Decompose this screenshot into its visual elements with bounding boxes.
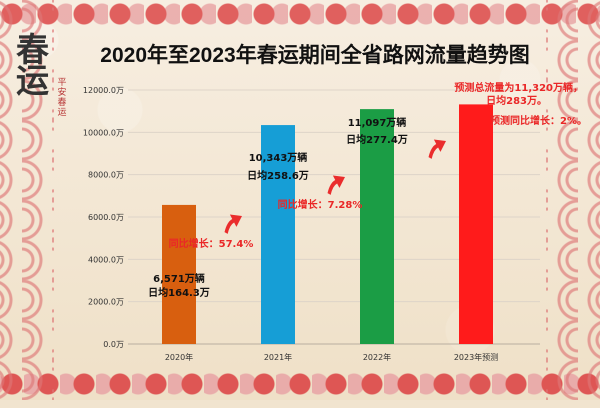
growth-arrow-1 <box>224 214 243 234</box>
forecast-total-label: 预测总流量为11,320万辆， <box>454 81 583 94</box>
y-axis-ticks: 0.0万 2000.0万 4000.0万 6000.0万 8000.0万 10000.0万… <box>83 86 124 349</box>
y-tick-label: 4000.0万 <box>88 255 124 264</box>
chart-title: 2020年至2023年春运期间全省路网流量趋势图 <box>100 44 530 67</box>
forecast-growth-label: 预测同比增长：2%。 <box>490 114 587 127</box>
bar-3-daily-label: 日均277.4万 <box>346 133 408 146</box>
bar-2 <box>261 125 295 344</box>
x-category-label: 2023年预测 <box>454 352 498 362</box>
y-tick-label: 0.0万 <box>103 340 124 349</box>
x-axis-labels: 2020年 2021年 2022年 2023年预测 <box>165 352 498 362</box>
y-tick-label: 8000.0万 <box>88 171 124 180</box>
y-tick-label: 6000.0万 <box>88 213 124 222</box>
bar-1 <box>162 204 196 344</box>
bar-1-total-label: 6,571万辆 <box>153 272 205 285</box>
annotations-group: 6,571万辆日均164.3万10,343万辆日均258.6万11,097万辆日… <box>148 81 587 299</box>
x-category-label: 2022年 <box>363 352 391 362</box>
logo-main-text: 春运 <box>16 30 49 100</box>
growth-2022-label: 同比增长：7.28% <box>278 198 363 211</box>
x-category-label: 2021年 <box>264 352 292 362</box>
x-category-label: 2020年 <box>165 352 193 362</box>
top-wave-pattern <box>0 0 600 26</box>
logo-seal-text: 平安春运 <box>57 78 67 118</box>
bar-4 <box>459 104 493 344</box>
growth-arrow-2 <box>327 175 346 195</box>
forecast-daily-label: 日均283万。 <box>486 94 547 107</box>
y-tick-label: 12000.0万 <box>83 86 124 95</box>
bar-3-total-label: 11,097万辆 <box>348 116 407 129</box>
bar-3 <box>360 109 394 345</box>
y-tick-label: 10000.0万 <box>83 128 124 137</box>
bar-2-total-label: 10,343万辆 <box>249 151 308 164</box>
y-tick-label: 2000.0万 <box>88 298 124 307</box>
left-wave-pattern <box>0 0 54 400</box>
bars-group <box>162 104 493 345</box>
growth-arrow-3 <box>428 139 447 159</box>
spring-festival-logo: 春运 平安春运 <box>6 30 74 126</box>
bar-2-daily-label: 日均258.6万 <box>247 169 309 182</box>
bar-1-daily-label: 日均164.3万 <box>148 286 210 299</box>
growth-2021-label: 同比增长：57.4% <box>169 237 254 250</box>
